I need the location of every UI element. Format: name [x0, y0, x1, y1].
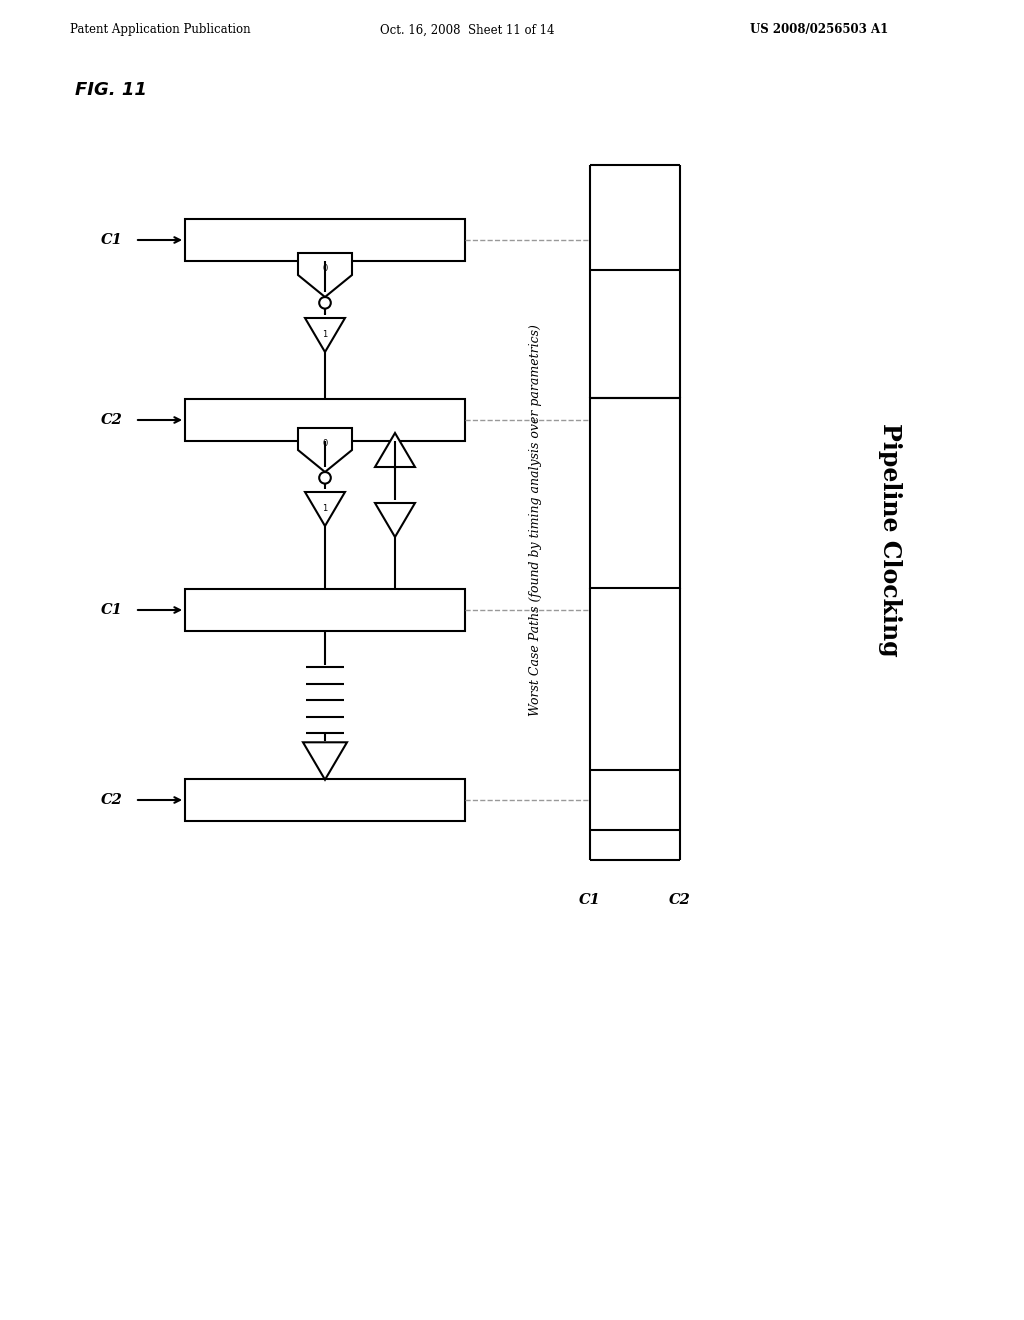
Bar: [185, 589, 465, 631]
Polygon shape: [298, 428, 352, 473]
Text: C2: C2: [101, 793, 123, 807]
Bar: [185, 779, 465, 821]
Polygon shape: [305, 318, 345, 352]
Polygon shape: [375, 433, 415, 467]
Text: Pipeline Clocking: Pipeline Clocking: [878, 424, 902, 657]
Text: Oct. 16, 2008  Sheet 11 of 14: Oct. 16, 2008 Sheet 11 of 14: [380, 24, 555, 37]
Polygon shape: [375, 503, 415, 537]
Text: 0: 0: [323, 438, 328, 447]
Text: Worst Case Paths (found by timing analysis over parametrics): Worst Case Paths (found by timing analys…: [528, 325, 542, 715]
Text: FIG. 11: FIG. 11: [75, 81, 146, 99]
Text: C2: C2: [101, 413, 123, 426]
Text: C1: C1: [580, 894, 601, 907]
Text: 1: 1: [323, 330, 328, 339]
Text: C2: C2: [669, 894, 691, 907]
Text: C1: C1: [101, 603, 123, 616]
Polygon shape: [298, 253, 352, 297]
Text: C1: C1: [101, 234, 123, 247]
Text: 1: 1: [323, 504, 328, 513]
Text: 0: 0: [323, 264, 328, 273]
Text: Patent Application Publication: Patent Application Publication: [70, 24, 251, 37]
Polygon shape: [303, 742, 347, 780]
Polygon shape: [305, 492, 345, 525]
Bar: [185, 219, 465, 261]
Bar: [590, 399, 680, 587]
Bar: [185, 399, 465, 441]
Text: US 2008/0256503 A1: US 2008/0256503 A1: [750, 24, 888, 37]
